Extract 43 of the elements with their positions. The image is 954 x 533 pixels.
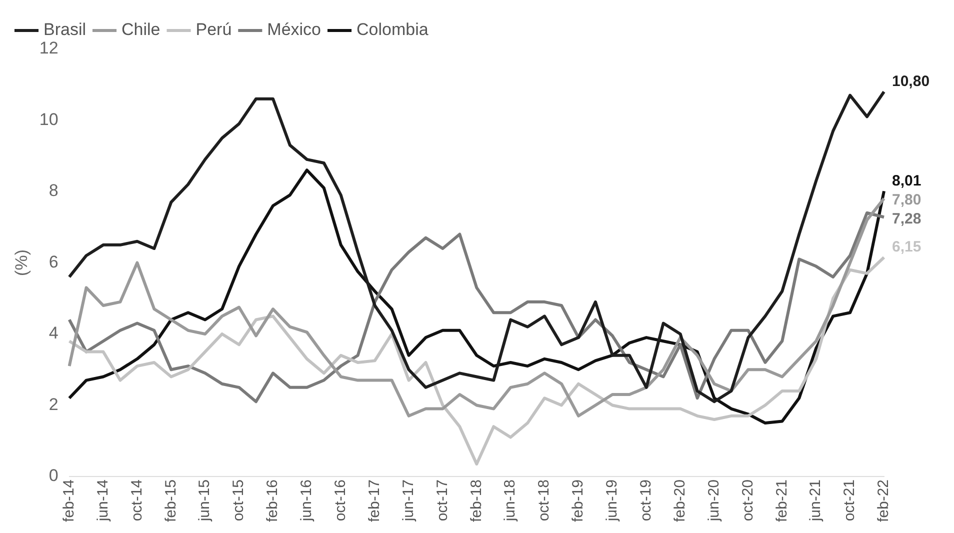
- x-tick-label: jun-19: [604, 479, 621, 522]
- x-tick-label: feb-15: [162, 479, 180, 522]
- x-tick-label: jun-20: [705, 479, 722, 522]
- data-label: 7,28: [892, 210, 922, 228]
- x-tick-label: jun-17: [400, 479, 417, 522]
- x-tick-label: feb-14: [60, 479, 78, 522]
- x-tick-label: feb-19: [570, 479, 587, 522]
- y-tick-label: 2: [48, 394, 58, 414]
- x-tick-label: oct-21: [841, 479, 858, 522]
- y-tick-label: 12: [39, 38, 58, 58]
- x-tick-label: feb-16: [264, 479, 282, 522]
- x-tick-label: jun-21: [807, 479, 824, 522]
- x-tick-label: oct-15: [230, 479, 248, 522]
- x-tick-label: oct-18: [536, 479, 553, 522]
- x-tick-label: feb-21: [773, 479, 790, 522]
- x-tick-label: jun-14: [94, 479, 112, 522]
- legend-label: Brasil: [44, 20, 86, 40]
- x-tick-label: jun-18: [502, 479, 519, 522]
- x-tick-label: jun-16: [298, 479, 316, 522]
- legend-label: México: [267, 20, 322, 40]
- y-tick-label: 8: [48, 181, 58, 200]
- x-tick-label: feb-18: [468, 479, 485, 522]
- y-tick-label: 4: [48, 324, 58, 343]
- x-tick-label: feb-17: [366, 479, 383, 522]
- legend-label: Colombia: [356, 20, 429, 40]
- data-label: 8,01: [892, 172, 922, 190]
- x-tick-label: oct-14: [128, 479, 146, 522]
- legend-label: Perú: [196, 20, 232, 40]
- x-tick-label: oct-19: [638, 479, 655, 522]
- y-tick-label: 0: [48, 466, 58, 486]
- data-label: 7,80: [892, 191, 922, 208]
- y-axis-title: (%): [12, 250, 31, 276]
- x-tick-label: feb-20: [671, 479, 688, 522]
- x-tick-label: oct-17: [434, 479, 451, 522]
- y-tick-label: 10: [39, 110, 58, 129]
- x-tick-label: oct-16: [332, 479, 350, 522]
- x-tick-label: feb-22: [875, 479, 892, 522]
- y-tick-label: 6: [48, 252, 58, 272]
- legend-label: Chile: [122, 20, 160, 40]
- x-tick-label: jun-15: [196, 479, 214, 522]
- data-label: 6,15: [892, 238, 922, 256]
- data-label: 10,80: [892, 72, 930, 90]
- x-tick-label: oct-20: [739, 479, 756, 522]
